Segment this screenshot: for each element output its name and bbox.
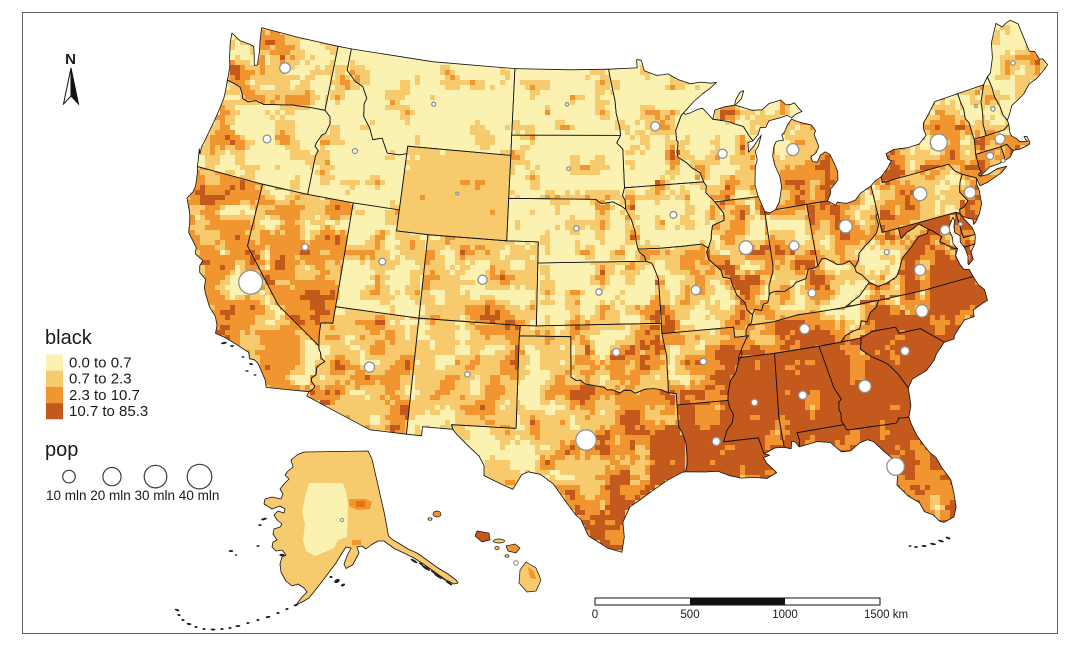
svg-text:black: black	[45, 327, 93, 349]
svg-text:N: N	[65, 51, 76, 68]
svg-text:pop: pop	[45, 439, 78, 461]
svg-text:1000: 1000	[772, 609, 798, 621]
svg-text:500: 500	[680, 609, 699, 621]
svg-text:0.0 to 0.7: 0.0 to 0.7	[69, 355, 132, 372]
svg-text:10 mln 20 mln 30 mln 40 mln: 10 mln 20 mln 30 mln 40 mln	[46, 488, 219, 503]
svg-text:0.7 to 2.3: 0.7 to 2.3	[69, 371, 132, 388]
svg-text:0: 0	[592, 609, 598, 621]
svg-text:1500 km: 1500 km	[864, 609, 908, 621]
svg-text:2.3 to 10.7: 2.3 to 10.7	[69, 387, 140, 404]
svg-text:10.7 to 85.3: 10.7 to 85.3	[69, 403, 148, 420]
